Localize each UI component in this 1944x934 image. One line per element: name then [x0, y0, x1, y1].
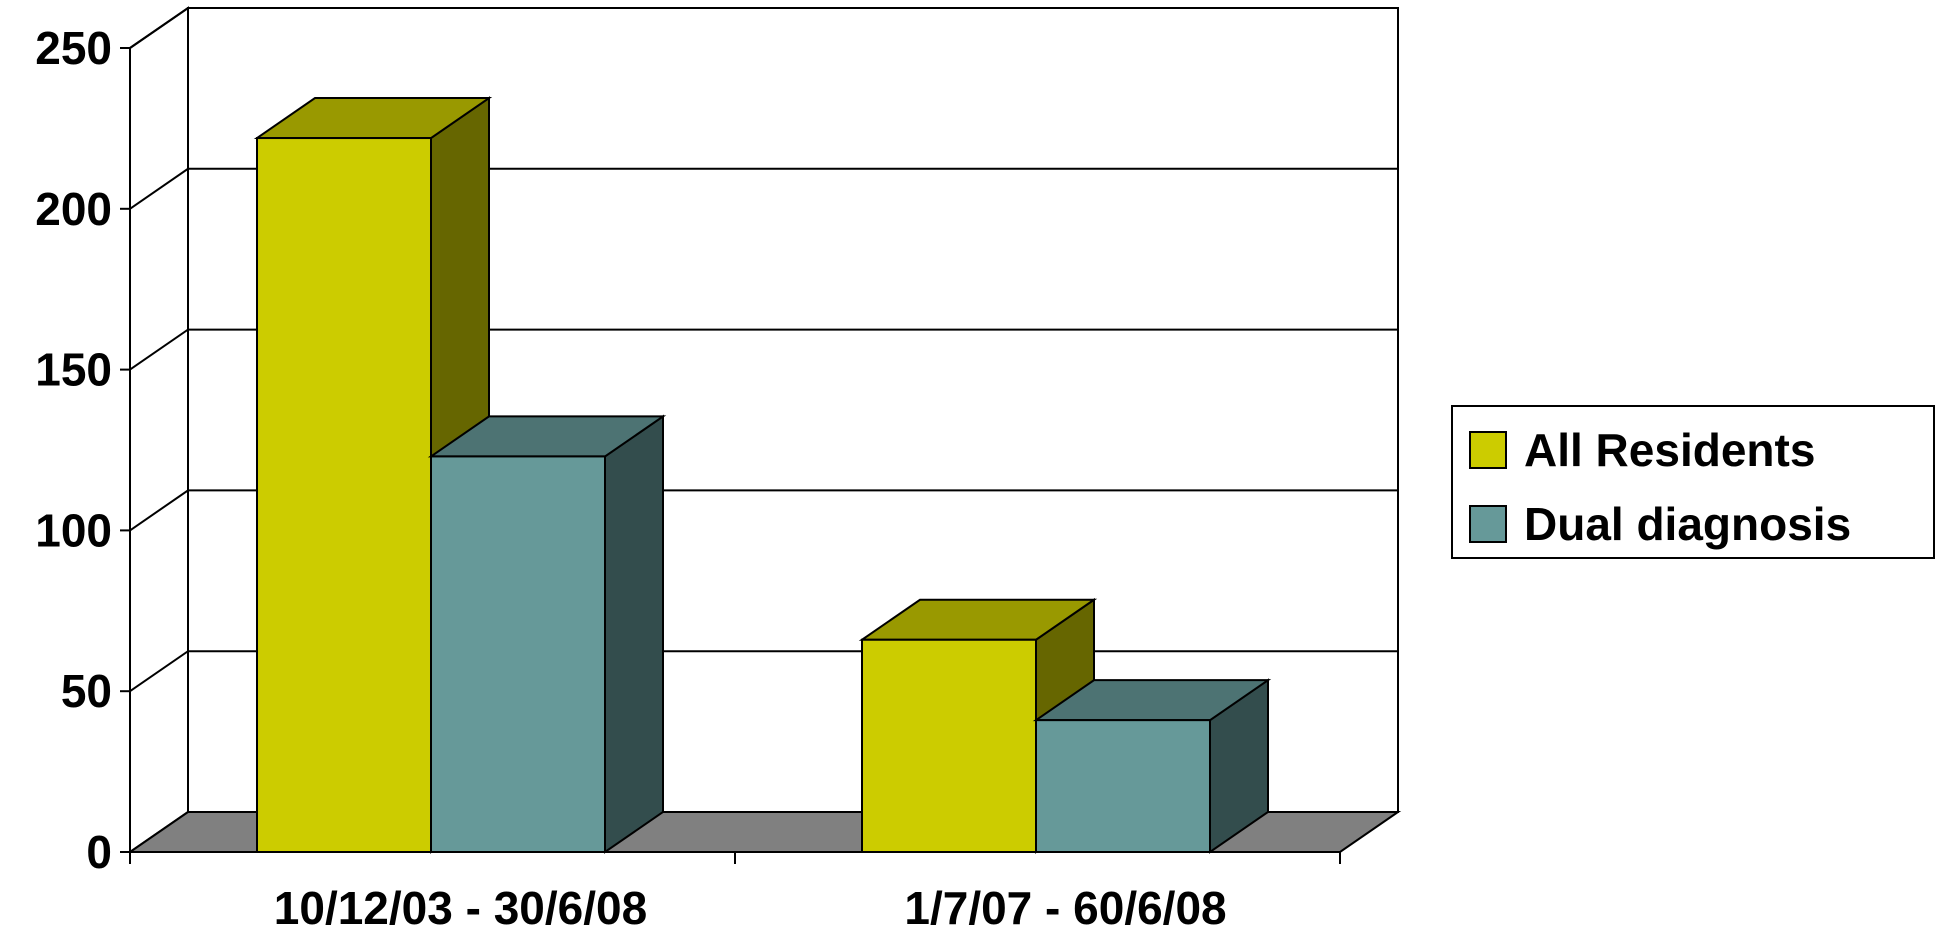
axes: 0 50 100 150 200 250 10/12/03 - 30/6/08 1/7/07 … — [35, 22, 1341, 934]
gridline — [129, 7, 1398, 49]
bar-front — [430, 455, 606, 853]
x-category-label: 10/12/03 - 30/6/08 — [274, 882, 647, 934]
bar-dual-diagnosis-2 — [1032, 678, 1272, 854]
bar-front — [256, 137, 432, 854]
y-tick-label: 150 — [35, 344, 112, 396]
bar-front — [1035, 719, 1211, 853]
y-tick-label: 250 — [35, 22, 112, 74]
bars — [253, 96, 1272, 854]
gridline — [129, 167, 1398, 210]
legend-label-all-residents: All Residents — [1524, 424, 1815, 476]
legend-label-dual-diagnosis: Dual diagnosis — [1524, 498, 1851, 550]
legend-swatch-dual-diagnosis — [1469, 505, 1507, 543]
legend-box — [1451, 405, 1935, 559]
legend: All Residents Dual diagnosis — [1451, 405, 1935, 559]
bar-front — [861, 638, 1037, 854]
y-tick-label: 0 — [86, 826, 112, 878]
y-tick-label: 50 — [61, 665, 112, 717]
legend-swatch-all-residents — [1469, 431, 1507, 469]
y-tick-label: 200 — [35, 183, 112, 235]
bar-side — [604, 414, 664, 854]
side-wall — [129, 6, 189, 854]
gridline — [129, 489, 1398, 532]
gridline — [129, 328, 1398, 371]
y-tick-label: 100 — [35, 504, 112, 556]
x-category-label: 1/7/07 - 60/6/08 — [904, 882, 1226, 934]
bar-dual-diagnosis-1 — [427, 414, 667, 854]
